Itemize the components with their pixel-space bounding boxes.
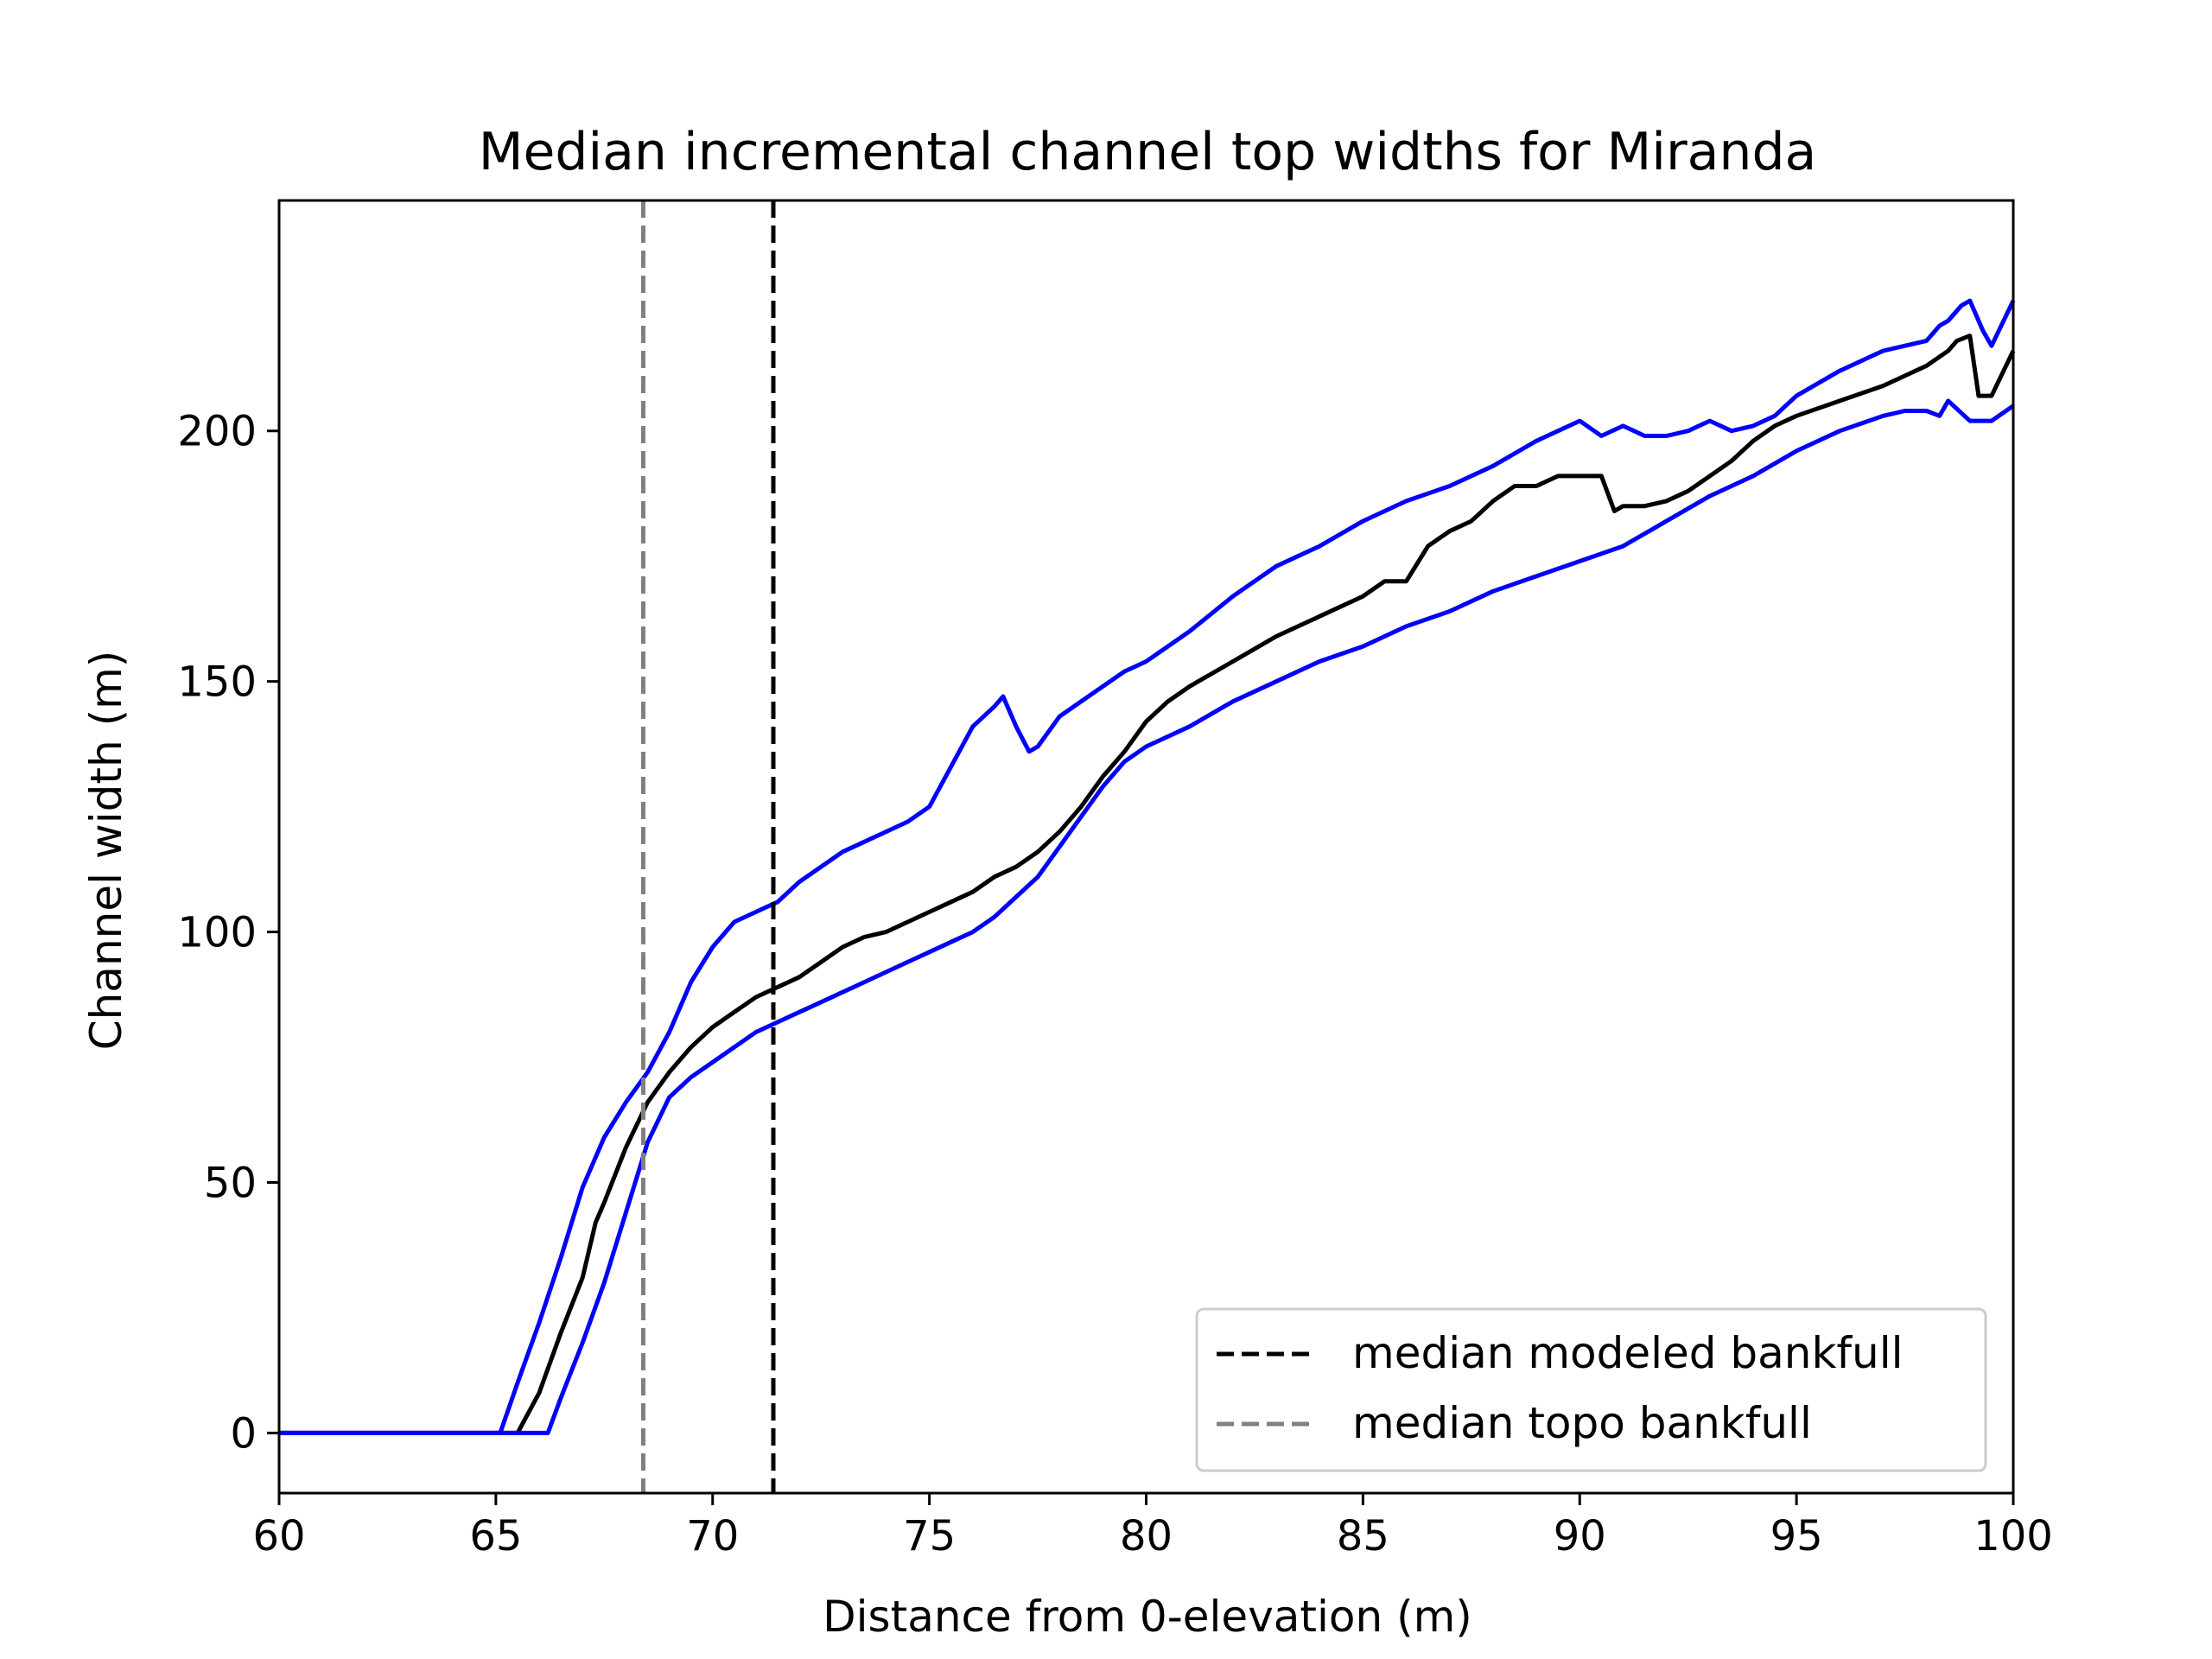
series-layer	[279, 298, 2016, 1435]
series-line-0	[279, 298, 2016, 1435]
x-tick-label: 95	[1770, 1512, 1823, 1560]
chart-title: Median incremental channel top widths fo…	[479, 122, 1817, 182]
y-tick-label: 150	[177, 658, 257, 707]
x-tick-label: 75	[903, 1512, 956, 1560]
x-axis: 60 65 70 75 80 85 90 95 100	[252, 1493, 2053, 1560]
series-line-2	[279, 398, 2015, 1435]
x-tick-label: 85	[1337, 1512, 1389, 1560]
y-tick-label: 0	[230, 1409, 257, 1458]
x-tick-label: 60	[252, 1512, 305, 1560]
x-tick-label: 65	[469, 1512, 522, 1560]
x-tick-label: 80	[1120, 1512, 1173, 1560]
y-axis-label: Channel width (m)	[81, 651, 131, 1051]
legend-label-topo-bankfull: median topo bankfull	[1352, 1398, 1812, 1448]
y-tick-label: 50	[204, 1159, 257, 1207]
x-tick-label: 90	[1554, 1512, 1606, 1560]
y-tick-label: 100	[177, 909, 257, 957]
legend-label-modeled-bankfull: median modeled bankfull	[1352, 1328, 1904, 1378]
x-axis-label: Distance from 0-elevation (m)	[823, 1592, 1472, 1642]
x-tick-label: 70	[686, 1512, 739, 1560]
x-tick-label: 100	[1974, 1512, 2053, 1560]
series-line-1	[279, 334, 2016, 1435]
legend-box	[1195, 1307, 1987, 1472]
legend: median modeled bankfull median topo bank…	[1195, 1307, 1987, 1472]
y-tick-label: 200	[177, 408, 257, 456]
vline-layer	[640, 200, 776, 1493]
y-axis: 0 50 100 150 200	[177, 408, 279, 1458]
